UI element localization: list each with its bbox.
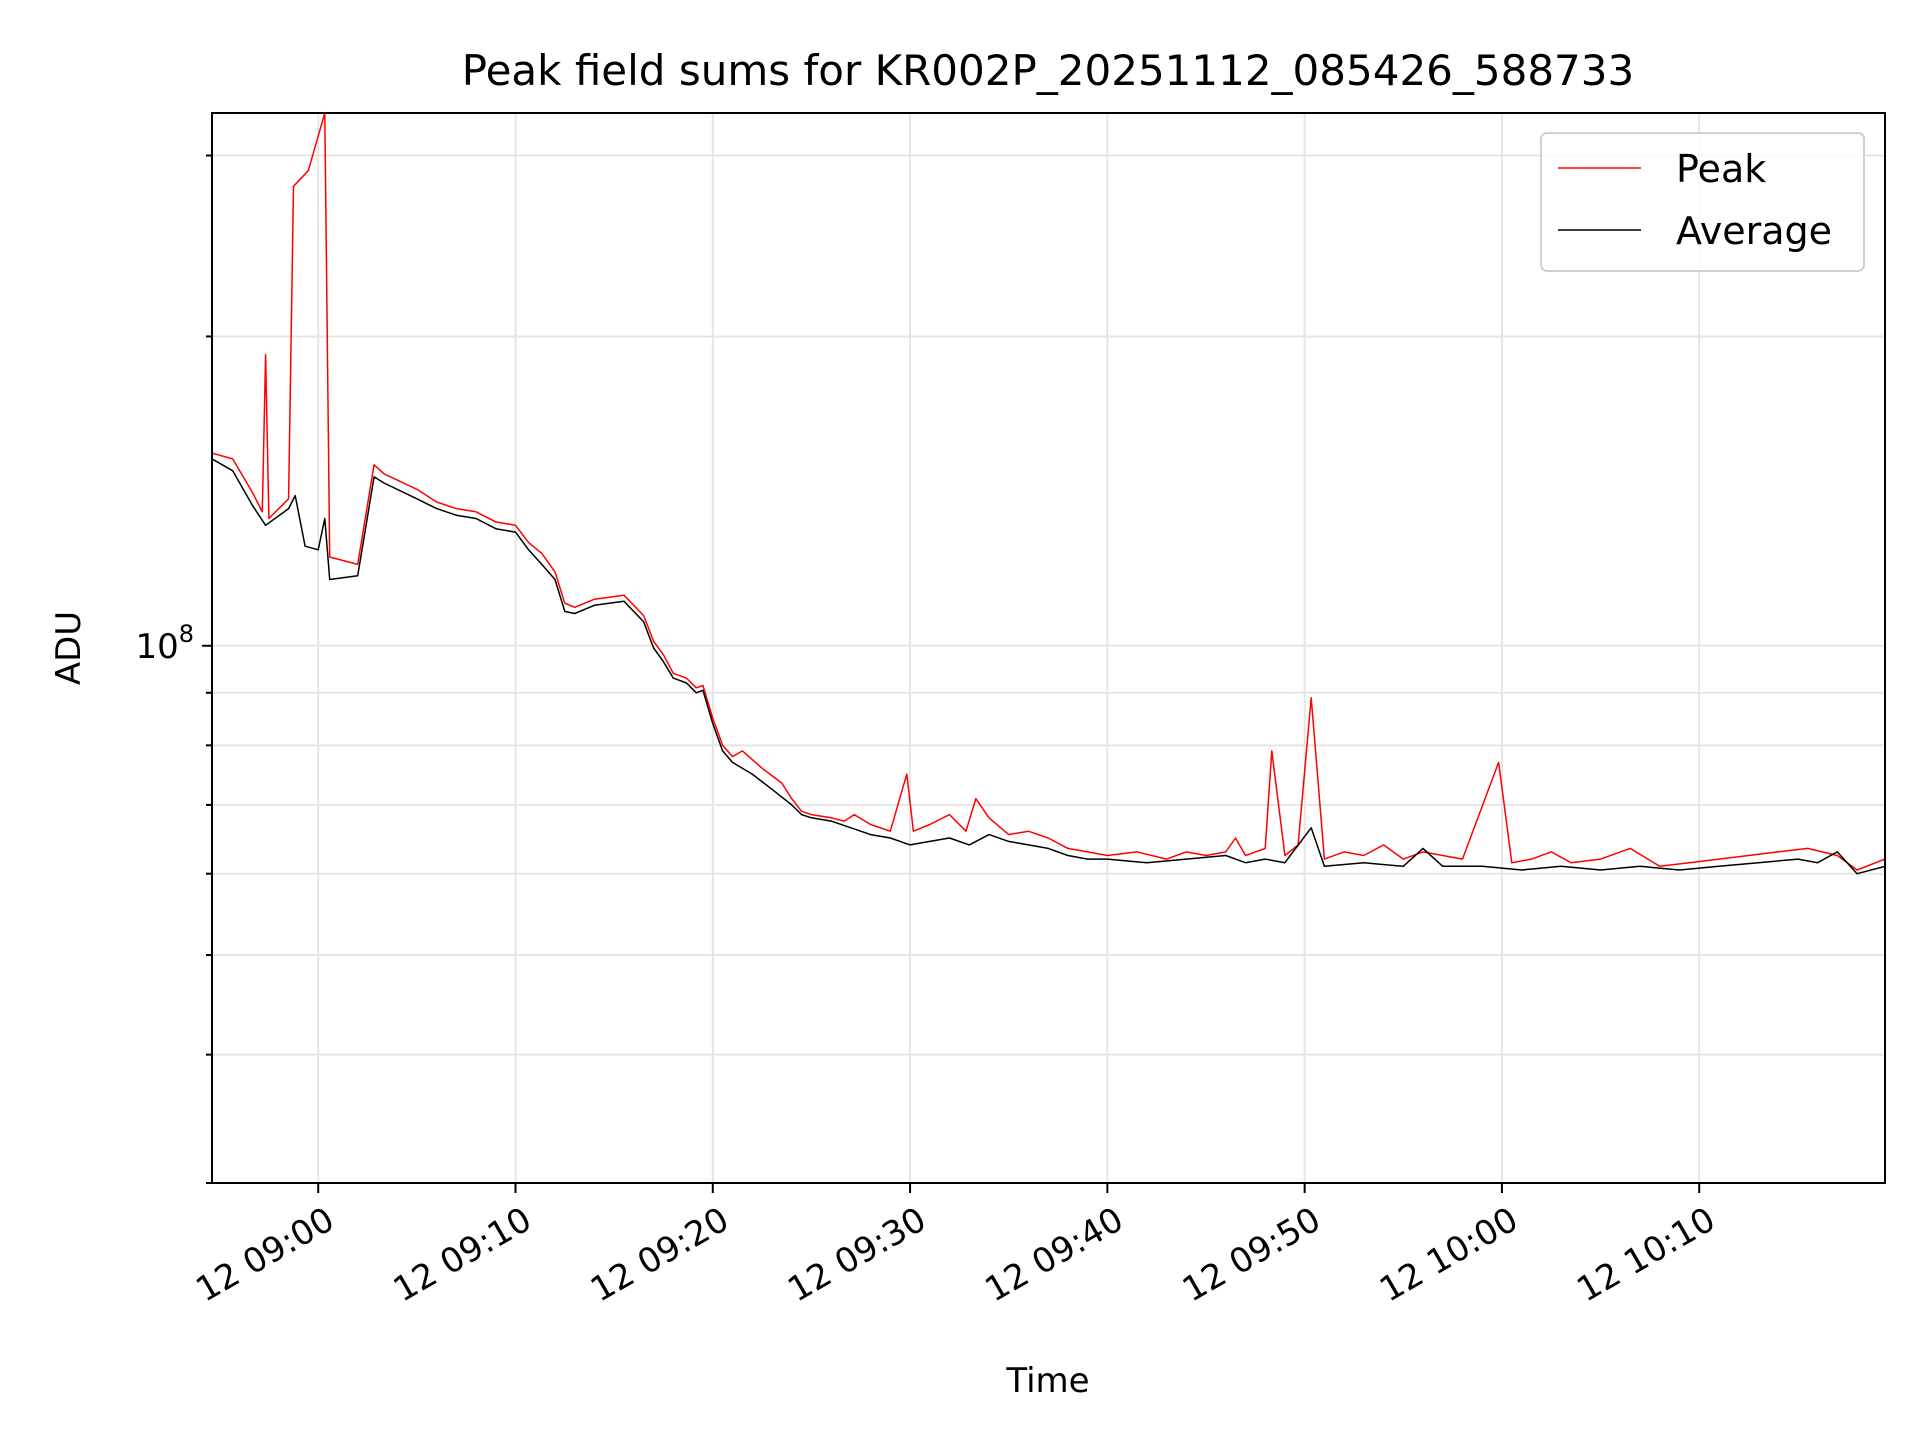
x-axis-label: Time [1005,1361,1089,1401]
legend: Peak Average [1540,132,1865,272]
chart-title: Peak field sums for KR002P_20251112_0854… [462,46,1634,95]
series-line-average [212,458,1885,875]
y-axis-label: ADU [49,611,89,685]
series-line-peak [212,113,1885,871]
legend-label-average: Average [1676,209,1832,253]
legend-label-peak: Peak [1676,147,1766,191]
y-tick-label: 108 [135,620,194,667]
series-group [212,113,1885,875]
y-ticks: 108 [135,154,212,1184]
plot-frame [211,112,1886,1184]
